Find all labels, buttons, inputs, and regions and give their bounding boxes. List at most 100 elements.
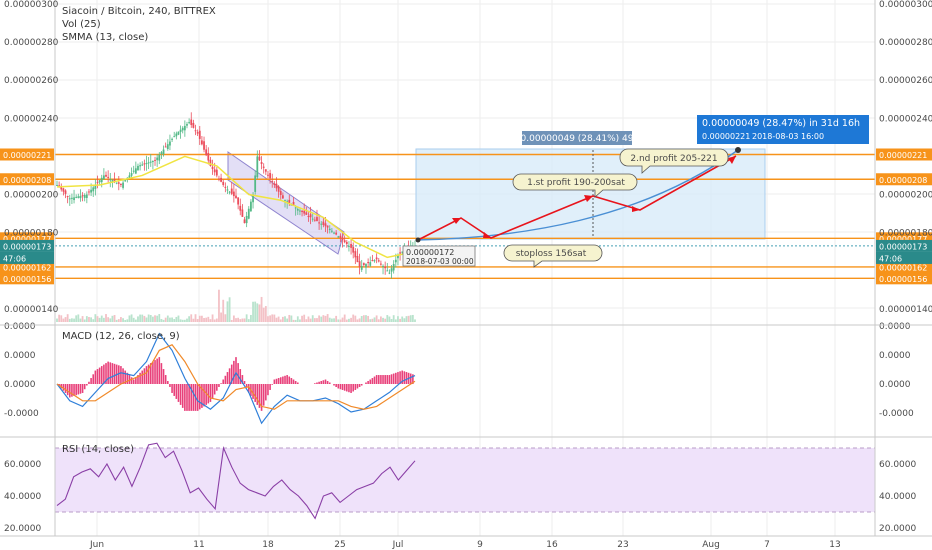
volume-bar <box>207 316 210 322</box>
volume-bar <box>307 316 310 322</box>
volume-bar <box>318 315 321 322</box>
candle-body <box>132 170 135 172</box>
macd-histogram-bar <box>209 384 212 402</box>
bubble-first-profit[interactable]: 1.st profit 190-200sat <box>512 173 638 198</box>
volume-bar <box>92 319 95 322</box>
macd-tick-right: 0.0000 <box>879 351 911 361</box>
volume-bar <box>411 314 414 322</box>
candle-body <box>71 197 73 199</box>
macd-histogram-bar <box>162 369 165 384</box>
volume-bar <box>277 316 280 322</box>
macd-histogram-bar <box>258 384 261 408</box>
candle-body <box>241 209 244 217</box>
candle-body <box>222 181 225 185</box>
left-price-tick: 0.00000140 <box>4 305 59 315</box>
volume-bar <box>228 297 231 322</box>
candle-body <box>98 180 101 183</box>
volume-bar <box>380 316 382 322</box>
macd-histogram-bar <box>152 361 154 384</box>
macd-histogram-bar <box>122 368 124 384</box>
arrow-heads <box>452 156 736 238</box>
candle-body <box>181 127 184 131</box>
macd-tick-left: 0.0000 <box>4 351 36 361</box>
volume-bar <box>405 316 408 322</box>
volume-bar <box>352 314 355 322</box>
macd-histogram-bar <box>139 372 141 384</box>
candle-body <box>196 132 199 134</box>
volume-bar <box>179 319 182 322</box>
bubble-second-profit[interactable]: 2.nd profit 205-221 <box>619 148 729 174</box>
macd-histogram-bar <box>316 382 318 384</box>
volume-bar <box>303 314 306 322</box>
volume-bar <box>250 314 252 322</box>
left-level-label: 0.00000221 <box>3 151 51 160</box>
volume-bar <box>117 319 120 322</box>
macd-histogram-bar <box>260 384 263 411</box>
bubble-stoploss[interactable]: stoploss 156sat <box>503 244 603 268</box>
time-tick: 9 <box>477 540 483 550</box>
macd-histogram-bar <box>75 384 77 396</box>
candle-body <box>316 217 318 222</box>
volume-bar <box>58 314 61 322</box>
volume-bar <box>309 318 312 322</box>
left-price-tick: 0.00000260 <box>4 76 59 86</box>
chart-grid <box>55 0 875 536</box>
macd-tick-left: 0.0000 <box>4 380 36 390</box>
macd-histogram-bar <box>245 384 248 387</box>
volume-bar <box>169 317 171 322</box>
candle-body <box>162 149 165 155</box>
macd-histogram-bar <box>377 375 380 384</box>
candle-body <box>139 165 142 167</box>
macd-tick-right: 0.0000 <box>879 322 911 332</box>
right-price-tick: 0.00000140 <box>879 305 932 315</box>
volume-bar <box>264 306 267 322</box>
candle-body <box>269 173 271 179</box>
volume-bar <box>273 314 276 322</box>
volume-bar <box>399 318 401 322</box>
macd-histogram-bar <box>211 384 214 399</box>
macd-indicator-label: MACD (12, 26, close, 9) <box>62 331 180 342</box>
candle-body <box>307 215 310 217</box>
smma-indicator-label: SMMA (13, close) <box>62 32 148 43</box>
target-label-line2: 0.00000221 <box>702 132 750 141</box>
candle-body <box>388 272 391 274</box>
candle-body <box>128 175 131 178</box>
candle-body <box>296 208 299 211</box>
volume-bar <box>375 315 378 322</box>
candle-body <box>160 152 163 154</box>
volume-bar <box>130 314 133 322</box>
entry-point[interactable] <box>415 237 421 243</box>
projection-arrows <box>417 155 737 241</box>
candle-body <box>141 164 144 166</box>
macd-histogram-bar <box>179 384 182 405</box>
candle-body <box>207 152 210 161</box>
forecast-curve <box>415 149 739 241</box>
volume-bar <box>394 319 397 322</box>
right-level-label: 0.00000221 <box>879 151 927 160</box>
volume-bar <box>158 314 161 322</box>
candle-body <box>401 251 404 253</box>
volume-bar <box>62 318 65 322</box>
candle-body <box>397 255 399 259</box>
macd-histogram-bar <box>326 381 329 384</box>
macd-histogram-bar <box>350 384 352 393</box>
macd-histogram-bar <box>354 384 357 390</box>
volume-bar <box>326 314 329 322</box>
candle-body <box>143 163 146 165</box>
bubble-second-text: 2.nd profit 205-221 <box>630 154 717 164</box>
left-time-label: 47:06 <box>3 254 26 263</box>
volume-bar <box>75 315 78 322</box>
volume-bar <box>71 318 73 322</box>
candle-body <box>173 136 176 138</box>
macd-histogram-bar <box>230 364 233 384</box>
target-point[interactable] <box>735 147 741 153</box>
volume-bar <box>296 316 299 322</box>
right-time-tag <box>876 251 932 264</box>
volume-bar <box>151 316 154 322</box>
left-level-tag <box>0 272 54 285</box>
volume-bar <box>333 318 335 322</box>
volume-bar <box>115 319 118 322</box>
candle-body <box>137 165 139 171</box>
volume-bar <box>177 315 180 322</box>
candle-body <box>177 131 180 135</box>
